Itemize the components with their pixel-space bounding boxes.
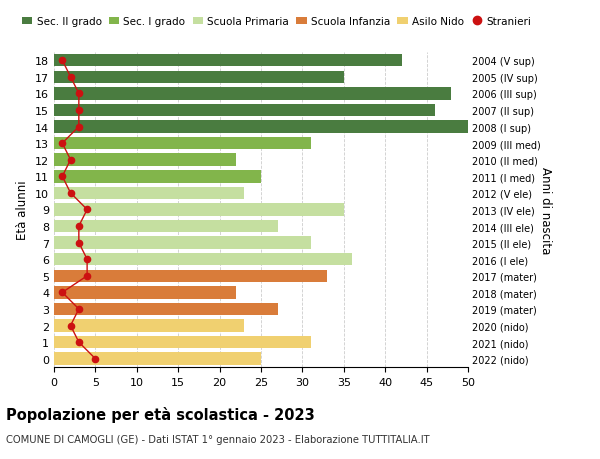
Bar bbox=[54, 88, 451, 101]
Bar bbox=[54, 55, 402, 67]
Bar bbox=[54, 270, 327, 282]
Y-axis label: Età alunni: Età alunni bbox=[16, 180, 29, 240]
Bar bbox=[54, 72, 344, 84]
Bar bbox=[54, 286, 236, 299]
Bar bbox=[54, 237, 311, 249]
Bar bbox=[54, 220, 278, 233]
Bar bbox=[54, 138, 311, 150]
Bar bbox=[54, 253, 352, 266]
Y-axis label: Anni di nascita: Anni di nascita bbox=[539, 167, 552, 253]
Bar bbox=[54, 105, 435, 117]
Bar bbox=[54, 121, 468, 134]
Bar bbox=[54, 353, 261, 365]
Bar bbox=[54, 336, 311, 348]
Legend: Sec. II grado, Sec. I grado, Scuola Primaria, Scuola Infanzia, Asilo Nido, Stran: Sec. II grado, Sec. I grado, Scuola Prim… bbox=[22, 17, 531, 27]
Bar bbox=[54, 204, 344, 216]
Bar bbox=[54, 171, 261, 183]
Text: Popolazione per età scolastica - 2023: Popolazione per età scolastica - 2023 bbox=[6, 406, 315, 422]
Bar bbox=[54, 319, 244, 332]
Bar bbox=[54, 303, 278, 315]
Text: COMUNE DI CAMOGLI (GE) - Dati ISTAT 1° gennaio 2023 - Elaborazione TUTTITALIA.IT: COMUNE DI CAMOGLI (GE) - Dati ISTAT 1° g… bbox=[6, 434, 430, 444]
Bar bbox=[54, 187, 244, 200]
Bar bbox=[54, 154, 236, 167]
